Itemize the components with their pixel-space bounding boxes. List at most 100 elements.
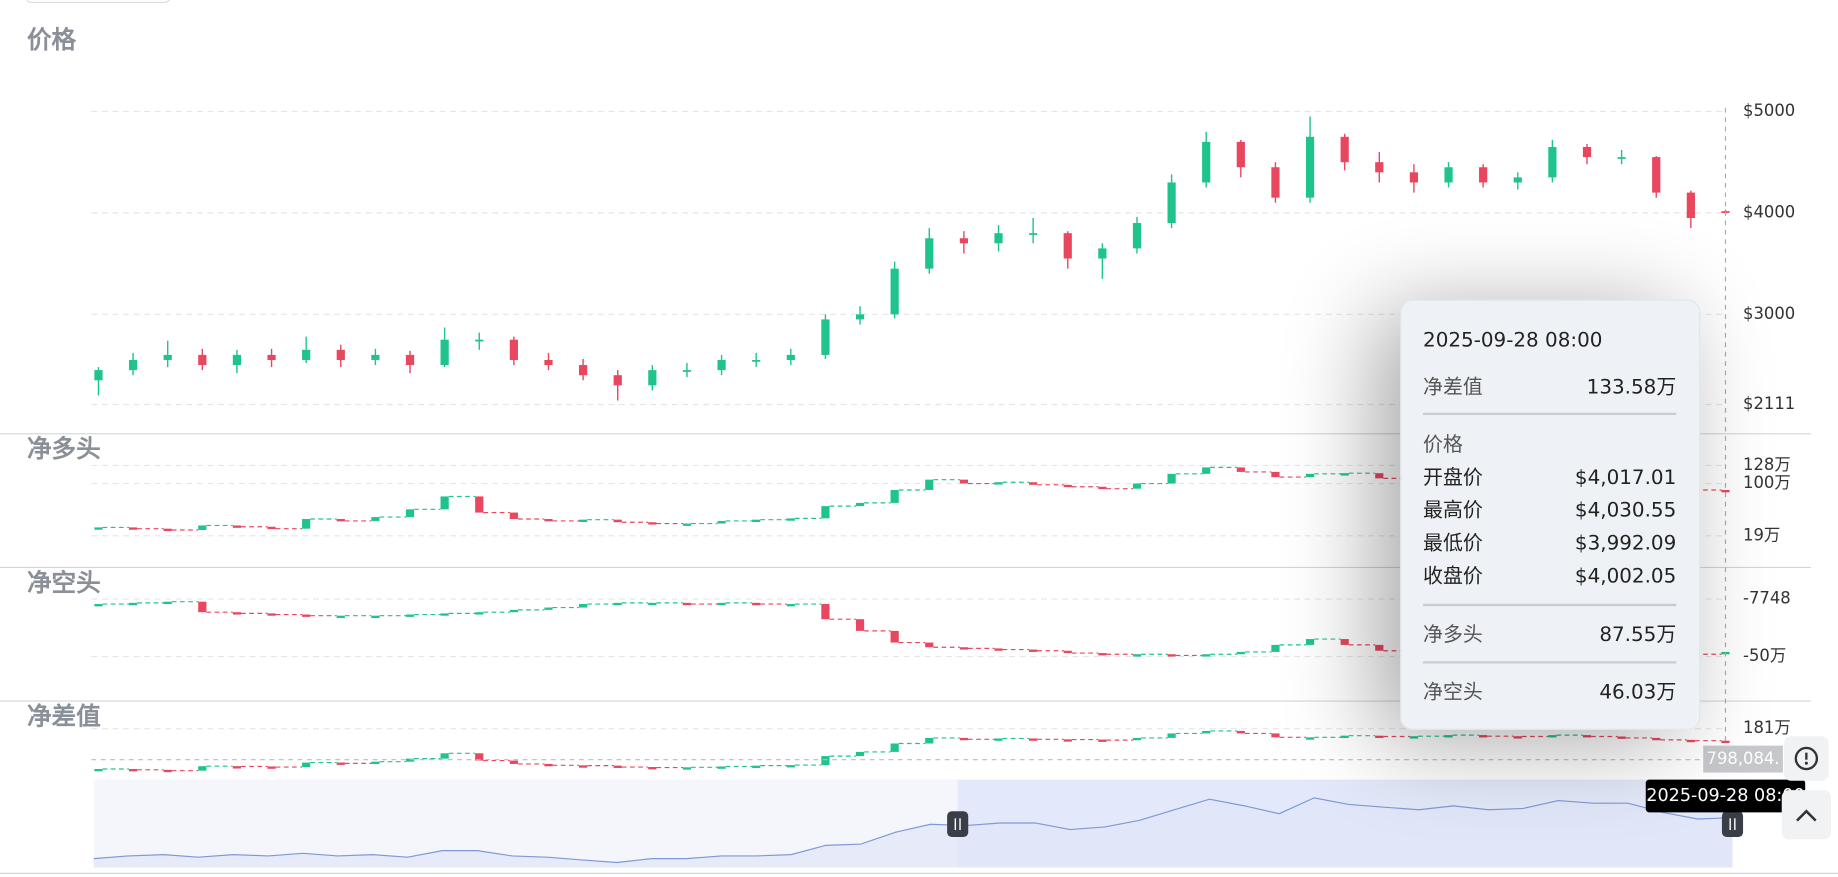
navigator-handle[interactable] [947,811,969,838]
tooltip-label: 收盘价 [1423,564,1483,587]
candle-body [267,354,276,360]
indicator-bar [579,604,588,608]
indicator-bar [302,519,311,529]
navigator-area [93,797,1733,868]
indicator-bar [267,613,276,616]
candle-body [509,339,518,360]
indicator-bar [509,760,518,764]
indicator-bar [959,647,968,650]
candle-body [613,375,622,386]
navigator-handle[interactable] [1721,811,1744,838]
indicator-bar [440,496,449,510]
indicator-bar [717,766,726,769]
indicator-bar [232,612,242,615]
tooltip-value: $4,002.05 [1575,564,1676,587]
indicator-bar [1652,737,1661,741]
indicator-bar [682,602,692,606]
candle-body [163,354,172,360]
crosshair-x-box [1645,779,1806,813]
indicator-bar [613,519,622,523]
panel-title: 净多头 [27,434,101,463]
tooltip-time: 2025-09-28 08:00 [1423,329,1602,352]
tooltip-rows: 开盘价 $4,017.01 最高价 $4,030.55 最低价 $3,992.09 收盘价 $… [1423,466,1676,587]
indicator-bar [752,519,761,523]
indicator-bar [1063,484,1072,488]
indicator-bar [198,525,207,530]
scroll-top-button[interactable] [1781,790,1831,840]
candle-body [648,370,657,386]
candle-body [1271,167,1280,198]
candle-body [198,354,207,366]
indicator-bar [1098,486,1107,490]
indicator-bar [336,519,345,522]
indicator-bar [1271,733,1280,738]
indicator-bar [94,768,103,772]
indicator-bar [440,753,449,759]
tooltip-value: 133.58万 [1587,376,1677,399]
indicator-bar [821,756,830,766]
indicator-bar [1479,735,1488,738]
indicator-bar [475,753,484,761]
indicator-bar [232,766,242,769]
crosshair-x-label: 2025-09-28 08:00 [1646,786,1804,806]
indicator-bar [855,619,865,631]
candle-body [1479,167,1488,183]
tooltip-label: 净多头 [1423,623,1483,646]
indicator-bar [1202,730,1211,734]
candle-body [890,268,899,315]
candle-body [821,319,830,355]
indicator-bar [994,738,1003,741]
indicator-bar [128,768,138,772]
candle-body [371,354,380,360]
indicator-bar [1029,482,1038,485]
navigator[interactable] [93,779,1744,868]
candle-body [232,354,242,366]
candle-body [336,349,345,360]
indicator-bar [1202,654,1211,657]
indicator-bar [682,767,692,770]
indicator-bar [925,479,934,490]
indicator-bar [1098,653,1107,656]
top-button[interactable] [26,0,170,4]
indicator-bar [163,769,172,773]
indicator-bar [371,517,380,521]
indicator-bar [336,615,345,619]
candle-body [1375,162,1384,173]
candle-body [682,370,692,372]
navigator-line [93,797,1733,864]
settings-icon[interactable] [1784,736,1829,781]
indicator-bar [890,743,899,752]
indicator-bar [1340,639,1349,645]
indicator-bar [648,522,657,525]
indicator-bar [1305,639,1315,645]
indicator-bar [579,765,588,768]
y-tick-label: 181万 [1743,718,1791,737]
candle-body [579,365,588,376]
indicator-bar [544,763,553,767]
indicator-bar [475,496,484,513]
y-tick-label: $3000 [1743,304,1795,323]
indicator-bar [509,609,518,613]
candle-body [302,349,311,360]
tooltip-value: 87.55万 [1599,623,1676,646]
indicator-bar [232,525,242,528]
indicator-bar [1340,473,1349,476]
candle-body [1444,167,1453,183]
panel-title: 净差值 [27,701,101,730]
indicator-bar [1375,644,1384,651]
indicator-bar [1513,736,1522,739]
y-tick-label: $2111 [1743,394,1795,413]
indicator-bar [821,604,830,620]
indicator-bar [613,602,622,606]
indicator-bar [94,604,103,607]
crosshair-y-box [1703,745,1783,773]
indicator-bar [855,502,865,507]
indicator-bar [1236,730,1245,734]
indicator-bar [267,526,276,530]
indicator-bar [405,509,415,518]
candle-body [1167,182,1176,224]
indicator-bar [786,604,795,607]
indicator-bar [509,512,518,520]
indicator-bar [1029,738,1038,741]
candle-body [544,359,553,366]
